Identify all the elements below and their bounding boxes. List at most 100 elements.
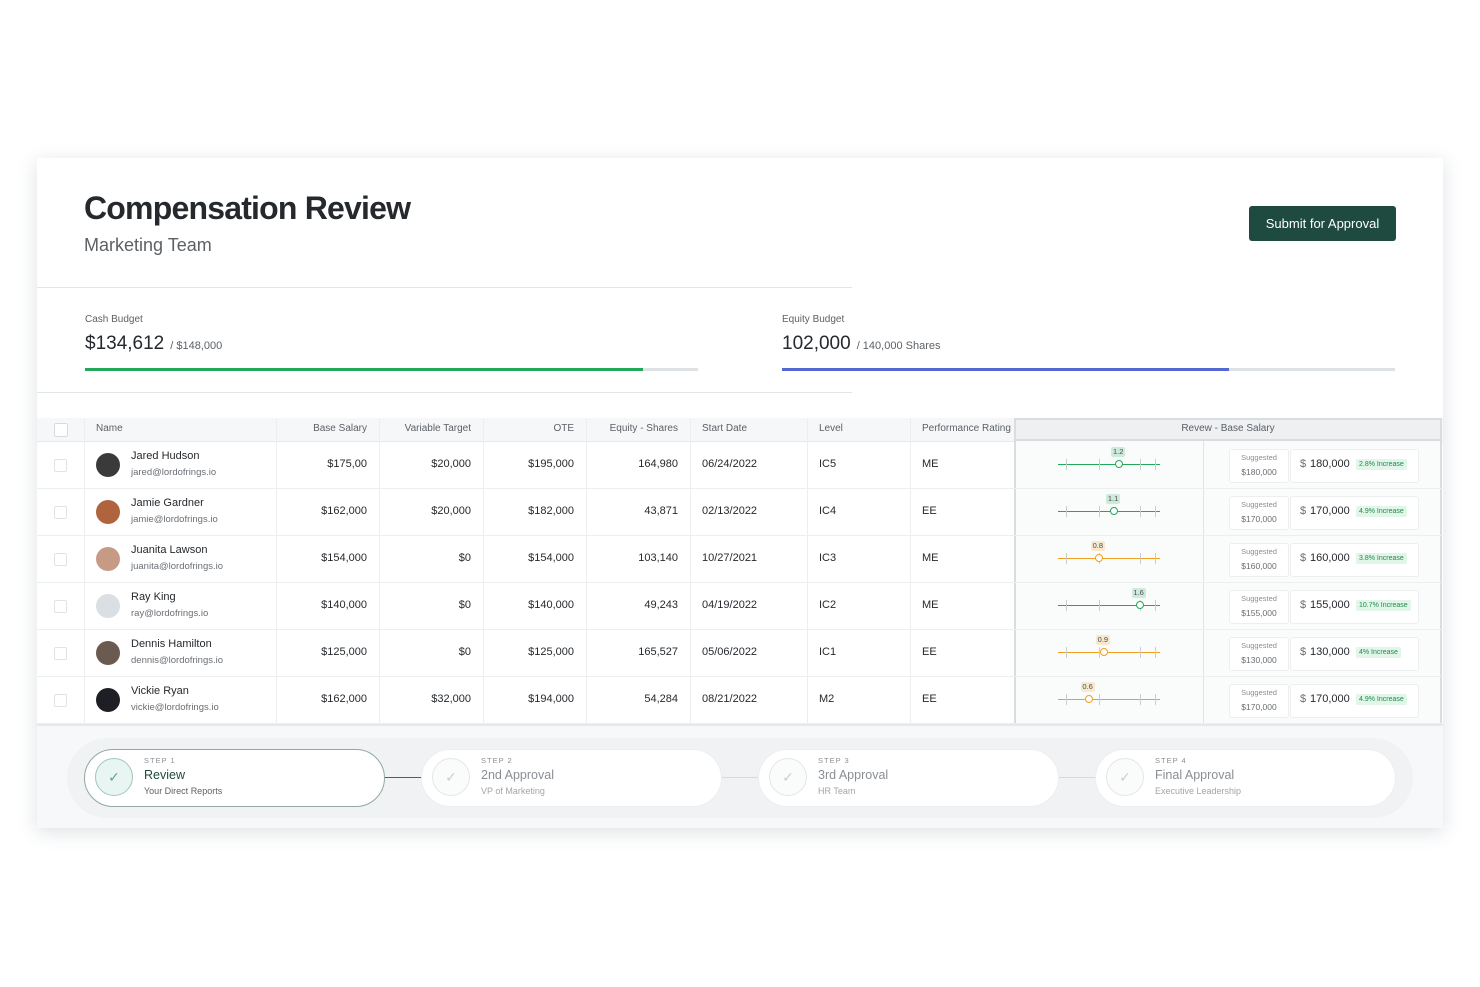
amount: 160,000	[1310, 552, 1350, 564]
row-checkbox[interactable]	[54, 694, 67, 707]
cell-variable-target: $0	[458, 552, 471, 564]
step-title: 3rd Approval	[818, 768, 889, 782]
cell-variable-target: $0	[458, 599, 471, 611]
budget-value: $134,612/ $148,000	[85, 333, 223, 354]
amount: 180,000	[1310, 458, 1350, 470]
row-checkbox[interactable]	[54, 553, 67, 566]
column-header: Base Salary	[313, 423, 367, 434]
slider-tick	[1155, 600, 1156, 611]
column-divider	[84, 418, 85, 723]
employee-email: dennis@lordofrings.io	[131, 655, 224, 666]
step-pill[interactable]	[1095, 749, 1396, 807]
review-card: Compensation Review Marketing Team Submi…	[37, 158, 1443, 828]
cell-start-date: 02/13/2022	[702, 505, 758, 517]
cell-rating: EE	[922, 646, 937, 658]
amount-box[interactable]	[1290, 590, 1419, 624]
cell-rating: ME	[922, 552, 939, 564]
row-divider	[37, 629, 1443, 630]
avatar	[96, 500, 120, 524]
row-divider	[37, 488, 1443, 489]
increase-badge: 4.9% Increase	[1356, 694, 1407, 705]
row-checkbox[interactable]	[54, 647, 67, 660]
slider-tick	[1099, 600, 1100, 611]
cell-ote: $140,000	[528, 599, 574, 611]
slider-knob	[1135, 601, 1144, 609]
suggested-box	[1229, 449, 1289, 483]
suggested-box	[1229, 590, 1289, 624]
slider-tick	[1155, 459, 1156, 470]
slider-value: 0.6	[1080, 682, 1095, 692]
amount: 155,000	[1310, 599, 1350, 611]
column-header: OTE	[553, 423, 574, 434]
step-number: STEP 4	[1155, 756, 1187, 765]
budget-label: Equity Budget	[782, 314, 845, 325]
cell-level: IC5	[819, 458, 837, 470]
increase-badge: 3.8% Increase	[1356, 553, 1407, 564]
slider-value: 0.8	[1090, 541, 1105, 551]
employee-email: jared@lordofrings.io	[131, 467, 217, 478]
step-connector	[1059, 777, 1095, 778]
slider-tick	[1066, 506, 1067, 517]
cell-start-date: 08/21/2022	[702, 693, 758, 705]
slider-knob	[1099, 648, 1108, 656]
step-title: 2nd Approval	[481, 768, 554, 782]
row-checkbox[interactable]	[54, 600, 67, 613]
divider	[37, 287, 852, 288]
currency: $	[1300, 646, 1307, 658]
step-title: Review	[144, 768, 185, 782]
column-divider	[690, 418, 691, 723]
row-checkbox[interactable]	[54, 459, 67, 472]
step-number: STEP 3	[818, 756, 850, 765]
slider-tick	[1140, 553, 1141, 564]
slider-tick	[1155, 647, 1156, 658]
cell-level: IC2	[819, 599, 837, 611]
cell-start-date: 05/06/2022	[702, 646, 758, 658]
submit-button[interactable]: Submit for Approval	[1249, 206, 1396, 241]
currency: $	[1300, 505, 1307, 517]
step-icon: ✓	[1106, 758, 1144, 796]
slider-line	[1058, 511, 1160, 512]
employee-email: ray@lordofrings.io	[131, 608, 209, 619]
step-pill[interactable]	[758, 749, 1059, 807]
slider-tick	[1066, 553, 1067, 564]
avatar	[96, 594, 120, 618]
step-icon: ✓	[769, 758, 807, 796]
step-pill[interactable]	[421, 749, 722, 807]
slider-knob	[1094, 554, 1103, 562]
column-header: Name	[96, 423, 123, 434]
amount: 170,000	[1310, 693, 1350, 705]
amount-box[interactable]	[1290, 449, 1419, 483]
slider-value: 1.1	[1106, 494, 1121, 504]
cell-ote: $154,000	[528, 552, 574, 564]
budget-fill	[782, 368, 1229, 371]
row-checkbox[interactable]	[54, 506, 67, 519]
avatar	[96, 547, 120, 571]
column-divider	[807, 418, 808, 723]
page-title: Compensation Review	[84, 190, 411, 226]
step-number: STEP 2	[481, 756, 513, 765]
column-header: Variable Target	[404, 423, 471, 434]
step-subtitle: VP of Marketing	[481, 786, 545, 796]
increase-badge: 10.7% Increase	[1356, 600, 1411, 611]
budget-fill	[85, 368, 643, 371]
suggested-label: Suggested	[1241, 688, 1277, 697]
step-pill[interactable]	[84, 749, 385, 807]
employee-name: Ray King	[131, 591, 176, 603]
employee-email: vickie@lordofrings.io	[131, 702, 219, 713]
budget-total: / 140,000 Shares	[856, 340, 941, 352]
step-connector	[722, 777, 758, 778]
column-divider	[586, 418, 587, 723]
cell-level: IC3	[819, 552, 837, 564]
currency: $	[1300, 458, 1307, 470]
currency: $	[1300, 552, 1307, 564]
page-subtitle: Marketing Team	[84, 235, 212, 255]
cell-ote: $195,000	[528, 458, 574, 470]
amount: 130,000	[1310, 646, 1350, 658]
slider-line	[1058, 652, 1160, 653]
header-checkbox[interactable]	[54, 423, 68, 437]
increase-badge: 2.8% Increase	[1356, 459, 1407, 470]
suggested-box	[1229, 637, 1289, 671]
slider-value: 1.6	[1131, 588, 1146, 598]
cell-base-salary: $125,000	[321, 646, 367, 658]
slider-tick	[1140, 694, 1141, 705]
